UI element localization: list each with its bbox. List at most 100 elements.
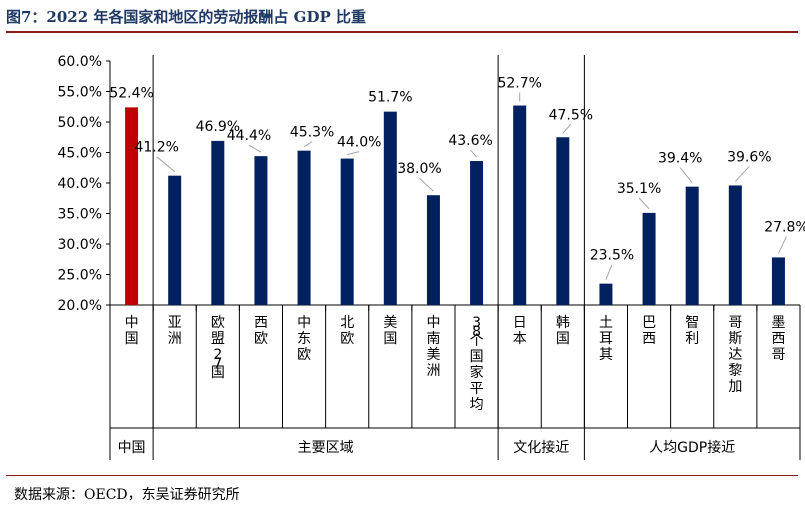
- category-label-char: 韩: [556, 315, 570, 331]
- bar: [383, 111, 397, 305]
- category-label-char: 西: [771, 331, 785, 347]
- bar: [297, 150, 311, 305]
- category-label-char: 美: [426, 347, 440, 363]
- label-leader: [777, 236, 787, 254]
- category-label-char: 中: [125, 315, 139, 331]
- category-label-char: 8: [472, 324, 481, 340]
- label-leader: [303, 141, 313, 148]
- category-label-char: 墨: [771, 315, 785, 331]
- category-label: 土耳其: [599, 315, 613, 363]
- category-label-char: 西: [254, 315, 268, 331]
- label-leader: [470, 149, 477, 158]
- label-leader: [734, 166, 750, 182]
- bar: [125, 107, 139, 305]
- label-leader: [419, 177, 434, 192]
- category-label-char: 个: [470, 333, 484, 349]
- category-label-char: 巴: [642, 315, 656, 331]
- category-label-char: 洲: [426, 363, 440, 379]
- data-label: 44.4%: [227, 128, 271, 144]
- title-divider: [6, 31, 798, 33]
- category-label-char: 均: [470, 397, 484, 413]
- category-label-char: 欧: [254, 331, 268, 347]
- bar: [685, 186, 699, 305]
- category-label-char: 北: [340, 315, 354, 331]
- data-label: 47.5%: [549, 107, 593, 123]
- y-tick-label: 30.0%: [58, 237, 102, 253]
- category-label: 韩国: [556, 315, 570, 347]
- category-label: 中国: [125, 315, 139, 347]
- bar: [426, 195, 440, 305]
- category-label-char: 利: [685, 331, 699, 347]
- category-label-char: 本: [513, 331, 527, 347]
- data-label: 39.6%: [727, 149, 771, 165]
- data-label: 35.1%: [617, 181, 661, 197]
- category-label-char: 黎: [728, 363, 742, 379]
- data-label: 45.3%: [290, 125, 334, 141]
- y-tick-label: 25.0%: [58, 268, 102, 284]
- category-label-char: 国: [211, 365, 225, 381]
- category-label-char: 家: [470, 364, 484, 381]
- bar: [599, 283, 613, 305]
- bar: [470, 161, 484, 305]
- bar: [642, 212, 656, 305]
- category-label-char: 东: [297, 331, 311, 347]
- category-label-char: 智: [685, 315, 699, 331]
- source-note: 数据来源：OECD，东吴证券研究所: [14, 487, 240, 503]
- category-label-char: 美: [383, 315, 397, 331]
- group-label: 文化接近: [513, 439, 569, 456]
- bar: [513, 105, 527, 305]
- category-label-char: 欧: [340, 331, 354, 347]
- category-label: 亚洲: [168, 315, 182, 347]
- category-label-char: 盟: [211, 331, 225, 347]
- category-label-char: 2: [213, 347, 222, 363]
- y-tick-label: 55.0%: [58, 85, 102, 101]
- label-leader: [679, 167, 693, 183]
- category-label-char: 斯: [728, 331, 742, 347]
- category-label: 西欧: [254, 315, 268, 347]
- y-tick-label: 45.0%: [58, 146, 102, 162]
- category-label-char: 哥: [771, 347, 785, 363]
- label-leader: [638, 197, 650, 210]
- bar: [728, 185, 742, 305]
- category-label: 巴西: [642, 315, 656, 347]
- category-label-char: 7: [213, 356, 222, 372]
- data-label: 44.0%: [337, 135, 381, 151]
- y-tick-label: 35.0%: [58, 207, 102, 223]
- bar: [254, 156, 268, 305]
- category-label-char: 洲: [168, 331, 182, 347]
- category-label-char: 国: [470, 349, 484, 365]
- category-label: 智利: [685, 315, 699, 347]
- data-label: 52.7%: [497, 76, 541, 92]
- group-label: 人均GDP接近: [649, 439, 735, 456]
- data-label: 39.4%: [658, 151, 702, 167]
- data-label: 46.9%: [196, 119, 240, 135]
- category-label: 中东欧: [297, 315, 311, 363]
- category-label-char: 耳: [599, 331, 613, 347]
- data-label: 52.4%: [109, 85, 153, 101]
- data-label: 51.7%: [368, 90, 412, 106]
- category-label-char: 欧: [211, 315, 225, 331]
- category-label-char: 达: [728, 347, 742, 363]
- y-tick-label: 60.0%: [58, 54, 102, 70]
- data-label: 41.2%: [134, 140, 178, 156]
- bar-chart: 20.0% 25.0% 30.0% 35.0% 40.0% 45.0% 50.0% 55.0%…: [58, 54, 805, 460]
- data-label: 27.8%: [764, 219, 805, 235]
- label-leader: [605, 264, 613, 280]
- category-label-char: 3: [472, 315, 481, 331]
- bar: [340, 158, 354, 305]
- label-leader: [562, 123, 572, 134]
- source-divider: [6, 475, 798, 476]
- bar: [556, 137, 570, 305]
- category-label-char: 日: [513, 315, 527, 331]
- category-label-char: 欧: [297, 347, 311, 363]
- category-label-char: 西: [642, 331, 656, 347]
- category-label-char: 其: [599, 347, 613, 363]
- category-label-char: 南: [426, 331, 440, 347]
- data-label: 43.6%: [448, 133, 492, 149]
- bar: [168, 175, 182, 305]
- category-label-char: 国: [556, 331, 570, 347]
